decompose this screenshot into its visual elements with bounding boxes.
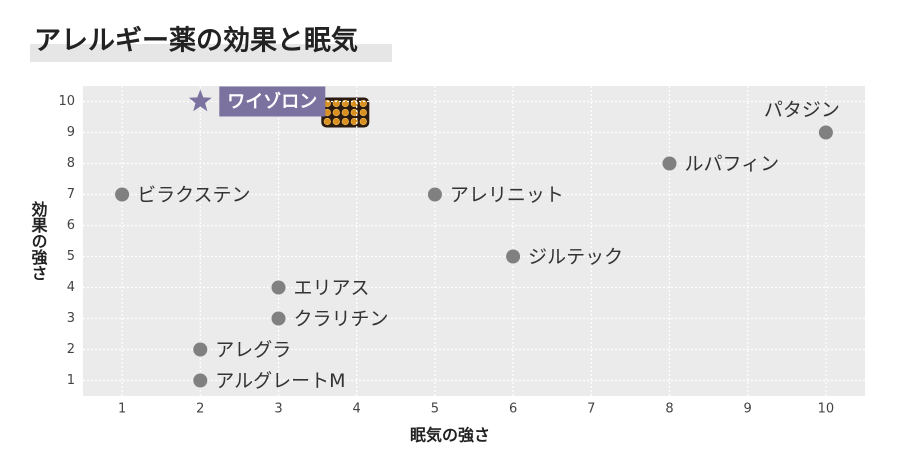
y-tick-label: 2 bbox=[67, 342, 75, 357]
point-label: ジルテック bbox=[528, 246, 623, 268]
pill-dot bbox=[359, 117, 367, 126]
x-tick-label: 1 bbox=[118, 402, 126, 417]
point-label: ルパフィン bbox=[685, 153, 780, 175]
pill-dot bbox=[332, 108, 340, 117]
y-tick-label: 5 bbox=[67, 249, 75, 264]
point bbox=[662, 156, 677, 171]
y-tick-label: 4 bbox=[67, 280, 75, 295]
y-axis-label: 効果の強さ bbox=[29, 200, 49, 281]
y-tick-label: 10 bbox=[58, 94, 75, 109]
pill-dot bbox=[350, 117, 358, 126]
y-tick-label: 1 bbox=[67, 373, 75, 388]
point bbox=[193, 373, 208, 388]
point-label: アレリニット bbox=[450, 184, 564, 206]
title-highlight bbox=[30, 44, 392, 62]
y-tick-label: 7 bbox=[67, 187, 75, 202]
point-label: エリアス bbox=[294, 277, 370, 299]
pill-dot bbox=[323, 117, 331, 126]
x-tick-label: 2 bbox=[196, 402, 204, 417]
point bbox=[506, 249, 521, 264]
point-label: パタジン bbox=[764, 99, 840, 121]
x-tick-label: 4 bbox=[353, 402, 361, 417]
pill-dot bbox=[341, 108, 349, 117]
y-tick-label: 9 bbox=[67, 125, 75, 140]
point bbox=[818, 125, 833, 140]
point-label: アルグレートM bbox=[215, 370, 345, 392]
highlight-label: ワイゾロン bbox=[227, 92, 317, 113]
plot-background bbox=[83, 86, 865, 396]
point bbox=[193, 342, 208, 357]
highlight-marker bbox=[188, 89, 212, 112]
point-label: ビラクステン bbox=[137, 184, 250, 206]
pill-dot bbox=[332, 99, 340, 108]
x-tick-label: 3 bbox=[274, 402, 282, 417]
x-axis-label: 眠気の強さ bbox=[410, 426, 490, 445]
pill-dot bbox=[332, 117, 340, 126]
point bbox=[271, 280, 286, 295]
y-tick-label: 3 bbox=[67, 311, 75, 326]
x-tick-label: 7 bbox=[587, 402, 595, 417]
y-tick-label: 6 bbox=[67, 218, 75, 233]
point-label: アレグラ bbox=[215, 339, 291, 361]
pill-dot bbox=[341, 117, 349, 126]
x-tick-label: 6 bbox=[509, 402, 517, 417]
point-label: クラリチン bbox=[294, 308, 389, 330]
pill-dot bbox=[359, 108, 367, 117]
x-tick-label: 5 bbox=[431, 402, 439, 417]
highlight-label-box bbox=[219, 86, 326, 117]
x-tick-label: 8 bbox=[665, 402, 673, 417]
pill-dot bbox=[350, 108, 358, 117]
chart-title: アレルギー薬の効果と眠気 bbox=[34, 25, 358, 57]
point bbox=[427, 187, 442, 202]
point bbox=[115, 187, 130, 202]
y-tick-label: 8 bbox=[67, 156, 75, 171]
x-tick-label: 10 bbox=[818, 402, 835, 417]
point bbox=[271, 311, 286, 326]
x-tick-label: 9 bbox=[744, 402, 752, 417]
